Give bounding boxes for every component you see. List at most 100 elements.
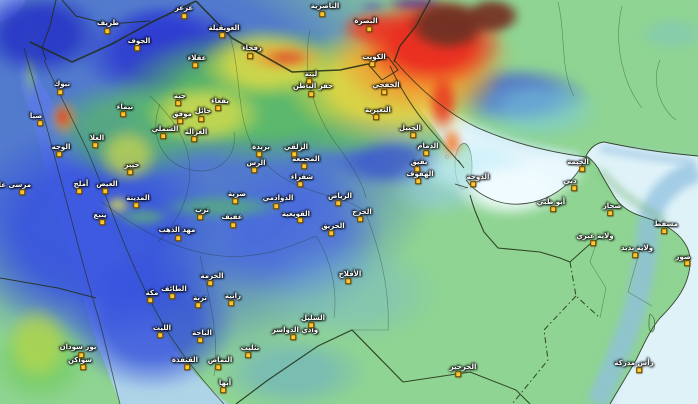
city-label: العويقيلة (208, 24, 240, 32)
city-label: بقيق (410, 158, 428, 166)
city-dot (291, 151, 297, 157)
city-label: الدوادمي (262, 194, 294, 202)
city-dot (195, 302, 201, 308)
city-dot (308, 322, 314, 328)
city-label: عرعر (174, 4, 194, 12)
city-dot (230, 222, 236, 228)
city-label: المدينة (126, 194, 150, 202)
city-label: دبي (563, 177, 577, 185)
city-dot (366, 26, 372, 32)
city-dot (369, 61, 375, 67)
city-label: رفحاء (242, 44, 262, 52)
city-dot (197, 337, 203, 343)
city-dot (256, 151, 262, 157)
city-dot (590, 240, 596, 246)
city-label: الطائف (161, 285, 187, 293)
city-label: تبوك (53, 80, 71, 88)
city-label: النعيرية (365, 106, 391, 114)
city-dot (232, 198, 238, 204)
city-label: تيماء (116, 103, 134, 111)
city-dot (306, 78, 312, 84)
city-label: الوجه (51, 143, 71, 151)
city-dot (273, 203, 279, 209)
city-dot (297, 217, 303, 223)
city-dot (127, 169, 133, 175)
city-label: الهفوف (406, 170, 434, 178)
city-label: خيبر (124, 161, 140, 169)
city-label: أبها (218, 379, 232, 387)
city-dot (157, 332, 163, 338)
city-label: النماص (207, 356, 233, 364)
city-label: حائل (194, 107, 212, 115)
city-dot (220, 387, 226, 393)
city-label: الرس (246, 159, 266, 167)
city-dot (102, 188, 108, 194)
city-dot (247, 53, 253, 59)
city-label: البصرة (354, 17, 378, 25)
city-label: الناصرية (310, 2, 340, 10)
city-label: الخيمة (567, 158, 589, 166)
city-dot (335, 200, 341, 206)
city-label: مكة (145, 289, 159, 297)
city-dot (373, 114, 379, 120)
city-label: مرسى علم (0, 181, 32, 189)
city-label: القنفذة (171, 356, 199, 364)
city-dot (197, 214, 203, 220)
city-dot (357, 216, 363, 222)
city-label: الجبيل (398, 124, 422, 132)
city-label: رانية (224, 292, 242, 300)
city-label: بقعاء (211, 97, 229, 105)
city-dot (245, 352, 251, 358)
city-label: الرياض (327, 192, 353, 200)
city-label: أملج (73, 180, 89, 188)
city-label: طريف (97, 19, 119, 27)
city-label: بور سودان (59, 343, 97, 351)
city-label: شقراء (290, 173, 314, 181)
city-dot (301, 163, 307, 169)
city-label: الدوحة (466, 173, 490, 181)
city-dot (207, 280, 213, 286)
city-dot (215, 105, 221, 111)
city-dot (251, 167, 257, 173)
city-dot (381, 89, 387, 95)
city-label: الغزالة (184, 128, 208, 136)
city-dot (80, 364, 86, 370)
city-label: الخرج (352, 208, 372, 216)
city-label: تربة (193, 294, 207, 302)
city-label: موقق (172, 110, 192, 118)
city-label: الخرخير (449, 363, 477, 371)
city-label: العلا (89, 134, 105, 142)
city-dot (175, 100, 181, 106)
city-dot (470, 181, 476, 187)
city-dot (415, 178, 421, 184)
city-dot (607, 210, 613, 216)
city-label: الليث (152, 324, 172, 332)
city-dot (134, 45, 140, 51)
city-label: مهد الذهب (158, 226, 196, 234)
city-label: السليل (300, 314, 326, 322)
city-dot (290, 334, 296, 340)
city-dot (147, 297, 153, 303)
city-dot (228, 300, 234, 306)
city-dot (169, 293, 175, 299)
city-dot (191, 136, 197, 142)
city-dot (175, 235, 181, 241)
city-label: بريدة (252, 143, 270, 151)
city-dot (215, 364, 221, 370)
city-label: الشملي (151, 125, 179, 133)
city-dot (160, 133, 166, 139)
city-label: ينبع (93, 211, 107, 219)
city-label: الحريق (321, 222, 345, 230)
city-label: الدمام (417, 142, 439, 150)
city-dot (297, 181, 303, 187)
city-dot (198, 116, 204, 122)
city-label: الكويت (362, 53, 386, 61)
city-dot (328, 230, 334, 236)
city-dot (319, 11, 325, 17)
city-dot (414, 166, 420, 172)
city-label: عفيف (221, 213, 243, 221)
city-dot (177, 118, 183, 124)
city-dot (550, 206, 556, 212)
city-label: صحار (602, 202, 622, 210)
city-label: جبة (173, 92, 187, 100)
